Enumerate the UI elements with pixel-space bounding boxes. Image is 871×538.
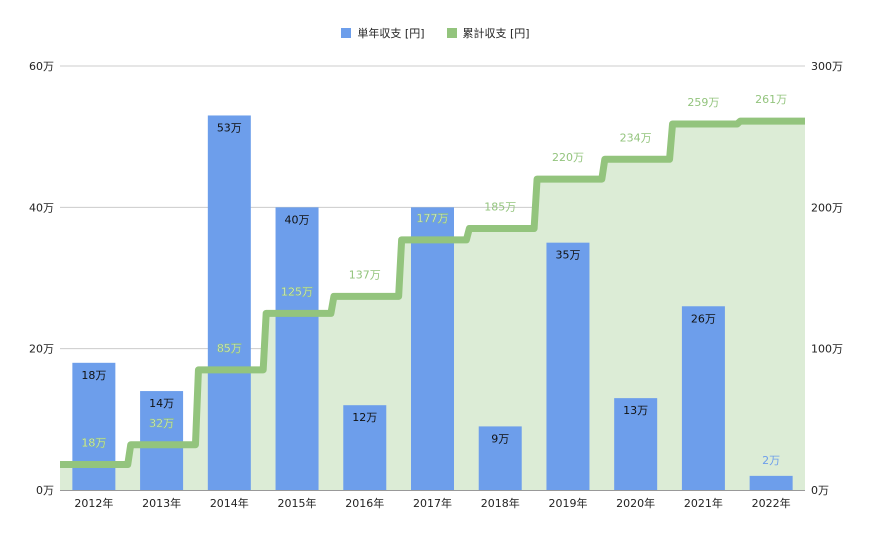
legend-label-cumulative: 累計収支 [円] (462, 27, 530, 40)
x-axis-tick-label: 2021年 (684, 496, 723, 510)
legend-item-single-year: 単年収支 [円] (341, 25, 425, 41)
right-axis-tick-label: 200万 (811, 201, 843, 214)
left-axis-tick-label: 40万 (29, 201, 54, 214)
left-axis-tick-label: 60万 (29, 60, 54, 73)
x-axis-tick-label: 2013年 (142, 496, 181, 510)
right-axis-tick-label: 100万 (811, 343, 843, 356)
cumulative-data-label: 220万 (552, 151, 584, 164)
bar (140, 391, 184, 490)
bar (614, 398, 658, 490)
cumulative-data-label: 18万 (81, 437, 106, 450)
x-axis-tick-label: 2020年 (616, 496, 655, 510)
bar-data-label: 18万 (81, 369, 106, 382)
bar-data-label: 35万 (555, 249, 580, 262)
cumulative-data-label: 259万 (687, 96, 719, 109)
bar (275, 207, 319, 491)
bar (478, 426, 522, 490)
bar (343, 405, 387, 490)
x-axis-tick-label: 2016年 (345, 496, 384, 510)
x-axis-tick-label: 2012年 (74, 496, 113, 510)
bar-data-label: 2万 (762, 454, 780, 467)
legend-label-single-year: 単年収支 [円] (357, 27, 425, 40)
bar-data-label: 14万 (149, 397, 174, 410)
cumulative-line (60, 117, 805, 469)
x-axis-tick-label: 2017年 (413, 496, 452, 510)
cumulative-data-label: 85万 (217, 342, 242, 355)
right-axis-tick-label: 300万 (811, 60, 843, 73)
x-axis-tick-label: 2014年 (210, 496, 249, 510)
bar-data-label: 26万 (691, 312, 716, 325)
cumulative-data-label: 32万 (149, 417, 174, 430)
bar (681, 306, 725, 490)
bar-data-label: 9万 (491, 432, 509, 445)
legend-swatch-cumulative (446, 28, 457, 38)
legend-item-cumulative: 累計収支 [円] (446, 25, 530, 41)
bar (546, 242, 590, 490)
cumulative-data-label: 125万 (281, 285, 313, 298)
cumulative-data-label: 234万 (620, 131, 652, 144)
right-axis-tick-label: 0万 (811, 484, 829, 497)
legend-swatch-single-year (341, 28, 352, 38)
bar-data-label: 13万 (623, 404, 648, 417)
bar (749, 475, 793, 490)
cumulative-data-label: 185万 (484, 201, 516, 214)
x-axis-tick-label: 2022年 (752, 496, 791, 510)
bar (411, 207, 454, 491)
cumulative-data-label: 261万 (755, 93, 787, 106)
cumulative-data-label: 177万 (417, 212, 449, 225)
x-axis-tick-label: 2018年 (481, 496, 520, 510)
bar (207, 115, 251, 490)
cumulative-data-label: 137万 (349, 268, 381, 281)
left-axis-tick-label: 0万 (36, 484, 54, 497)
left-axis-tick-label: 20万 (29, 343, 54, 356)
bar (72, 362, 116, 490)
chart-legend: 単年収支 [円] 累計収支 [円] (0, 25, 871, 41)
bar-data-label: 53万 (217, 121, 242, 134)
x-axis-tick-label: 2015年 (278, 496, 317, 510)
bar-data-label: 40万 (285, 213, 310, 226)
x-axis-tick-label: 2019年 (548, 496, 587, 510)
bar-data-label: 12万 (352, 411, 377, 424)
